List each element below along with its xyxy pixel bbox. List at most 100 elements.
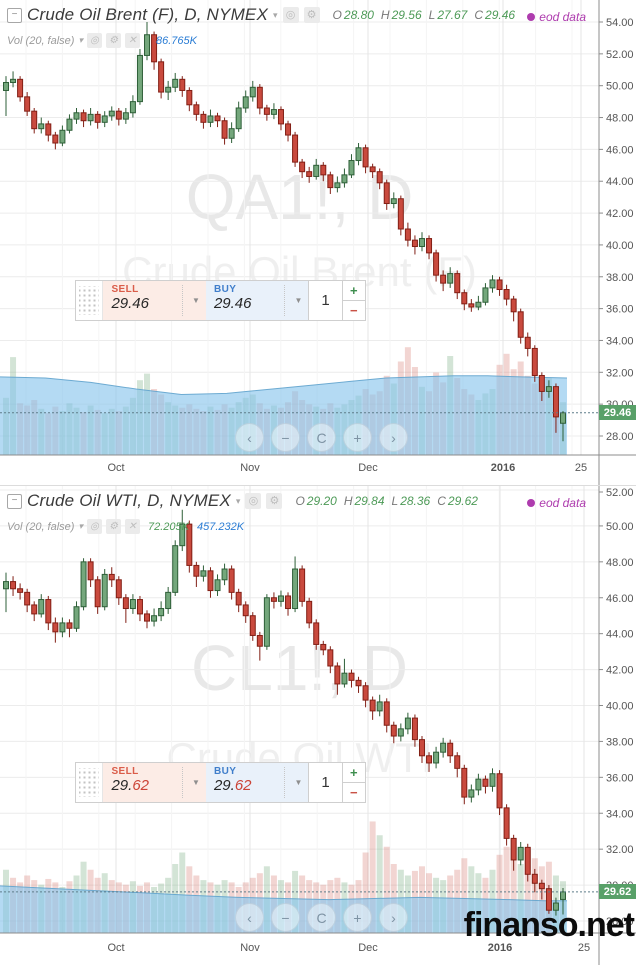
quantity-field[interactable]: 1 xyxy=(308,281,341,320)
collapse-panel-icon[interactable]: − xyxy=(7,493,22,509)
candle-body xyxy=(221,568,228,581)
open-value: 29.20 xyxy=(306,494,337,508)
buy-button[interactable]: BUY 29.62 ▼ xyxy=(205,763,309,802)
candle-body xyxy=(179,523,186,547)
settings-gear-icon[interactable]: ⚙ xyxy=(303,7,320,23)
candle-body xyxy=(461,292,468,305)
zoom-in-button[interactable]: + xyxy=(343,903,372,932)
candle-body xyxy=(517,846,524,861)
candle-body xyxy=(122,597,129,610)
candle-body xyxy=(101,573,108,608)
candle-body xyxy=(87,561,94,581)
candle-body xyxy=(24,96,31,112)
candle-body xyxy=(334,665,341,685)
eye-toggle-icon[interactable]: ◎ xyxy=(282,7,299,23)
candle-body xyxy=(461,767,468,798)
reset-view-button[interactable]: C xyxy=(307,903,336,932)
candle-body xyxy=(418,238,425,248)
candle-body xyxy=(101,115,108,123)
candle-body xyxy=(369,699,376,712)
candle-body xyxy=(10,78,17,84)
settings-gear-icon[interactable]: ⚙ xyxy=(106,33,121,48)
symbol-title[interactable]: Crude Oil WTI, D, NYMEX xyxy=(27,491,231,510)
time-tick-label: 2016 xyxy=(491,462,515,474)
symbol-title[interactable]: Crude Oil Brent (F), D, NYMEX xyxy=(27,5,269,24)
quantity-decrease-button[interactable]: − xyxy=(350,785,358,800)
eye-toggle-icon[interactable]: ◎ xyxy=(87,519,102,534)
volume-study-row: Vol (20, false) ▾ ◎ ⚙ ✕ 72.205K 457.232K xyxy=(7,519,244,534)
quantity-stepper: + − xyxy=(341,281,365,320)
sell-dropdown-arrow-icon[interactable]: ▼ xyxy=(192,296,200,305)
candle-body xyxy=(129,101,136,114)
buy-button[interactable]: BUY 29.46 ▼ xyxy=(205,281,309,320)
zoom-out-button[interactable]: − xyxy=(271,903,300,932)
buy-sell-panel: SELL 29.46 ▼ BUY 29.46 ▼ 1 + − xyxy=(75,280,366,321)
eod-data-badge: eod data xyxy=(527,10,586,24)
candle-body xyxy=(263,107,270,115)
pan-left-button[interactable]: ‹ xyxy=(235,903,264,932)
sell-button[interactable]: SELL 29.62 ▼ xyxy=(103,763,206,802)
pan-right-button[interactable]: › xyxy=(379,903,408,932)
volume-ma-area xyxy=(0,375,567,455)
eye-toggle-icon[interactable]: ◎ xyxy=(87,33,102,48)
low-label: L xyxy=(391,494,399,508)
buy-label: BUY xyxy=(213,284,237,295)
reset-view-button[interactable]: C xyxy=(307,423,336,452)
buy-dropdown-arrow-icon[interactable]: ▼ xyxy=(294,296,303,305)
candle-body xyxy=(73,606,80,629)
buy-dropdown-arrow-icon[interactable]: ▼ xyxy=(294,778,303,787)
pan-left-button[interactable]: ‹ xyxy=(235,423,264,452)
settings-gear-icon[interactable]: ⚙ xyxy=(266,493,283,509)
settings-gear-icon[interactable]: ⚙ xyxy=(106,519,121,534)
price-tick-label: 50.00 xyxy=(606,521,634,533)
chart-nav-controls: ‹ − C + › xyxy=(235,423,408,452)
price-tick-label: 40.00 xyxy=(606,240,634,252)
candle-body xyxy=(235,107,242,130)
quantity-increase-button[interactable]: + xyxy=(342,763,365,783)
sell-label: SELL xyxy=(111,766,139,777)
candle-body xyxy=(397,198,404,230)
sell-button[interactable]: SELL 29.46 ▼ xyxy=(103,281,206,320)
trade-panel-drag-handle[interactable] xyxy=(76,763,104,802)
price-tick-label: 28.00 xyxy=(606,916,634,928)
zoom-out-button[interactable]: − xyxy=(271,423,300,452)
candle-body xyxy=(355,679,362,687)
trade-panel-drag-handle[interactable] xyxy=(76,281,104,320)
price-chart-canvas-brent[interactable]: 54.00 52.00 50.00 48.00 46.00 44.00 42.00 40.00… xyxy=(0,0,636,485)
close-icon[interactable]: ✕ xyxy=(125,33,140,48)
zoom-in-button[interactable]: + xyxy=(343,423,372,452)
volume-study-row: Vol (20, false) ▾ ◎ ⚙ ✕ 86.765K xyxy=(7,33,197,48)
price-tick-label: 32.00 xyxy=(606,367,634,379)
candle-body xyxy=(475,301,482,308)
quantity-increase-button[interactable]: + xyxy=(342,281,365,301)
chart-panel-brent: QA1!, D Crude Oil Brent (F) 54.00 52.00 50… xyxy=(0,0,636,485)
close-icon[interactable]: ✕ xyxy=(125,519,140,534)
price-tick-label: 44.00 xyxy=(606,176,634,188)
candle-body xyxy=(341,672,348,685)
quantity-decrease-button[interactable]: − xyxy=(350,303,358,318)
sell-dropdown-arrow-icon[interactable]: ▼ xyxy=(192,778,200,787)
candle-body xyxy=(517,311,524,338)
candle-body xyxy=(256,86,263,109)
quantity-field[interactable]: 1 xyxy=(308,763,341,802)
collapse-panel-icon[interactable]: − xyxy=(7,7,22,23)
eye-toggle-icon[interactable]: ◎ xyxy=(245,493,262,509)
volume-dropdown-caret-icon[interactable]: ▾ xyxy=(78,521,83,531)
pan-right-button[interactable]: › xyxy=(379,423,408,452)
candle-body xyxy=(165,86,172,93)
candle-body xyxy=(80,112,87,122)
candle-body xyxy=(151,615,158,622)
candle-body xyxy=(108,573,115,581)
symbol-dropdown-caret-icon[interactable]: ▾ xyxy=(273,9,278,20)
symbol-dropdown-caret-icon[interactable]: ▾ xyxy=(235,495,241,506)
candle-body xyxy=(214,579,221,592)
chart-header: − Crude Oil WTI, D, NYMEX ▾ ◎ ⚙ O 29.20 H 2… xyxy=(7,491,485,511)
candle-body xyxy=(172,78,179,88)
price-tick-label: 34.00 xyxy=(606,335,634,347)
candle-body xyxy=(165,591,172,610)
price-chart-canvas-wti[interactable]: 52.00 50.00 48.00 46.00 44.00 42.00 40.00 38.00… xyxy=(0,486,636,965)
candle-body xyxy=(38,599,45,615)
volume-dropdown-caret-icon[interactable]: ▾ xyxy=(78,35,83,45)
close-value: 29.46 xyxy=(485,8,516,22)
